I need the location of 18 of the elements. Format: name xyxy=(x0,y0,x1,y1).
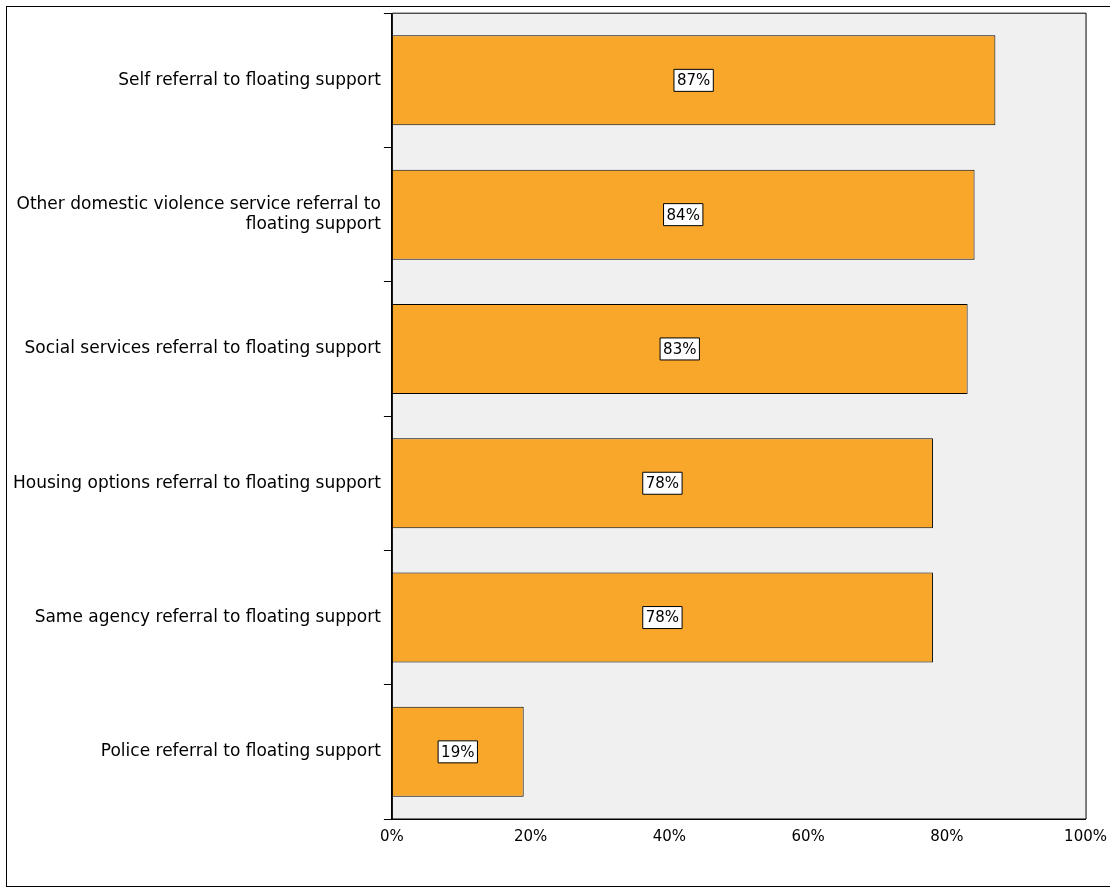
data-label: 78% xyxy=(645,474,680,493)
y-tick-label: Self referral to floating support xyxy=(118,68,382,89)
y-tick-label: Same agency referral to floating support xyxy=(34,605,382,626)
data-label: 87% xyxy=(676,71,711,90)
y-tick-label: Other domestic violence service referral to floating support xyxy=(16,192,382,234)
data-label: 19% xyxy=(441,742,475,761)
x-tick-label: 80% xyxy=(930,826,964,845)
y-tick-label: Police referral to floating support xyxy=(100,740,382,761)
x-tick-label: 60% xyxy=(791,826,825,845)
x-tick-label: 100% xyxy=(1064,826,1107,845)
data-label: 84% xyxy=(666,205,700,224)
x-tick-label: 40% xyxy=(652,826,687,845)
y-tick-label: Social services referral to floating support xyxy=(24,337,382,358)
x-tick-label: 0% xyxy=(379,826,404,845)
y-tick-label: Housing options referral to floating support xyxy=(13,471,382,492)
data-label: 78% xyxy=(645,608,680,627)
data-label: 83% xyxy=(663,339,697,358)
x-tick-label: 20% xyxy=(513,826,548,845)
